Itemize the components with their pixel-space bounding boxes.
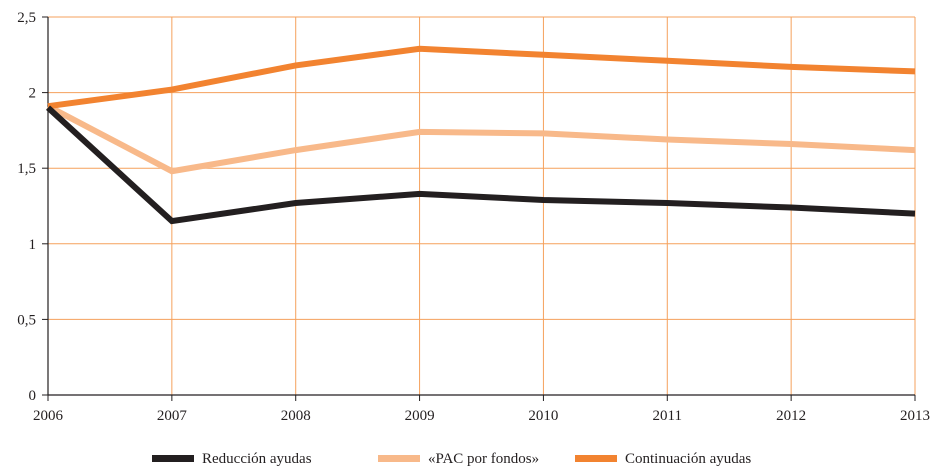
y-tick-label: 2 bbox=[29, 86, 37, 102]
legend-label: «PAC por fondos» bbox=[428, 451, 539, 467]
x-tick-label: 2013 bbox=[900, 408, 930, 424]
y-tick-label: 2,5 bbox=[17, 10, 36, 26]
y-tick-label: 0 bbox=[29, 388, 37, 404]
y-tick-label: 1 bbox=[29, 237, 37, 253]
x-tick-label: 2011 bbox=[653, 408, 682, 424]
series-lines bbox=[45, 45, 916, 225]
legend-label: Reducción ayudas bbox=[202, 451, 312, 467]
y-tick-label: 0,5 bbox=[17, 312, 36, 328]
y-tick-label: 1,5 bbox=[17, 161, 36, 177]
legend-label: Continuación ayudas bbox=[625, 451, 751, 467]
legend-swatch bbox=[152, 455, 194, 462]
tick-labels: 0 0,5 1 1,5 2 2,5 2006 2007 2008 2009 2010 2011 2012… bbox=[17, 10, 930, 424]
series-line-2 bbox=[47, 45, 916, 110]
x-tick-label: 2010 bbox=[528, 408, 558, 424]
series-line-0 bbox=[45, 105, 916, 225]
axes bbox=[42, 16, 916, 401]
x-tick-label: 2006 bbox=[33, 408, 64, 424]
x-tick-label: 2007 bbox=[157, 408, 188, 424]
legend-swatch bbox=[575, 455, 617, 462]
legend-swatch bbox=[378, 455, 420, 462]
x-tick-label: 2012 bbox=[776, 408, 806, 424]
x-tick-label: 2008 bbox=[281, 408, 311, 424]
series-line-1 bbox=[46, 103, 916, 175]
x-tick-label: 2009 bbox=[405, 408, 435, 424]
legend: Reducción ayudas «PAC por fondos» Continua… bbox=[152, 451, 751, 467]
